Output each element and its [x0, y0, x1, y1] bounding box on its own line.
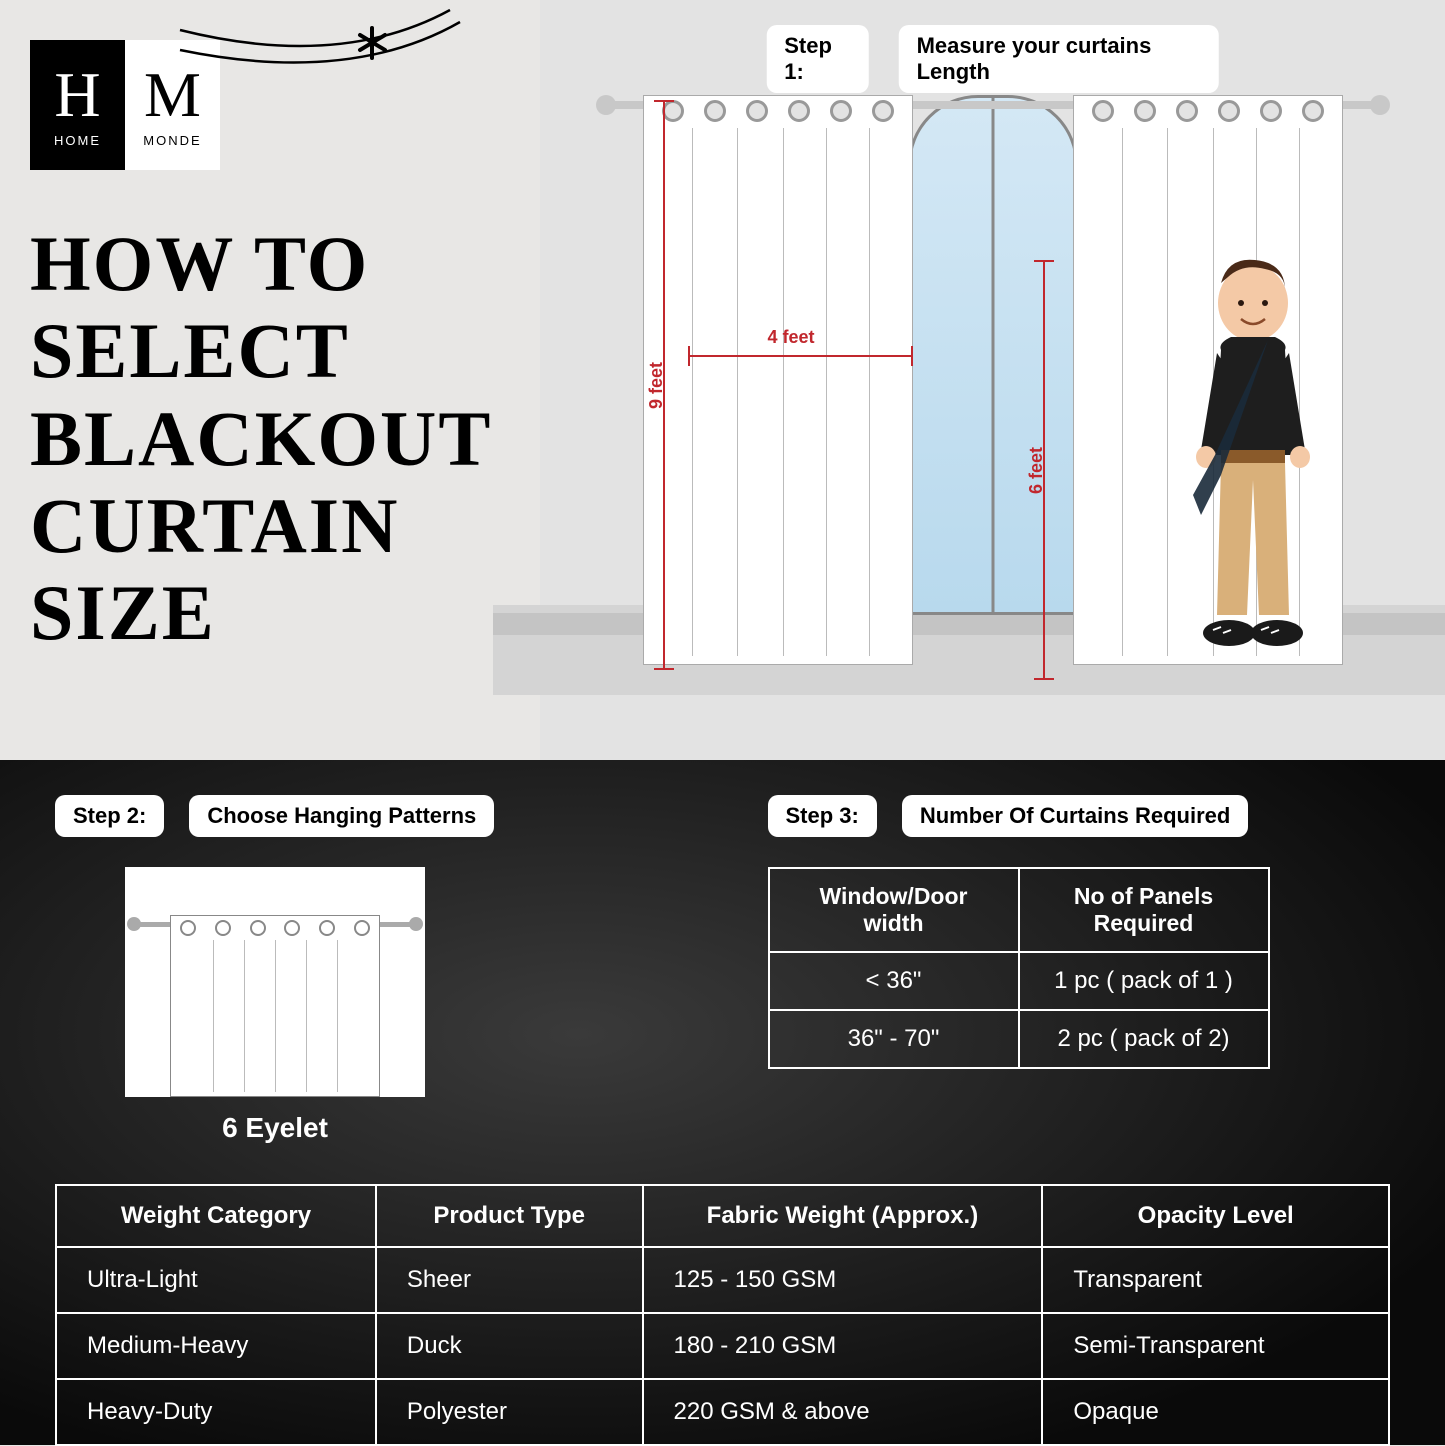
table-row: 36" - 70" 2 pc ( pack of 2)	[769, 1010, 1269, 1068]
fabric-header: Fabric Weight (Approx.)	[643, 1185, 1043, 1247]
content-row: 6 Eyelet Window/Door width No of Panels …	[55, 867, 1390, 1144]
fabric-cell: Polyester	[376, 1379, 643, 1445]
logo-m-letter: M	[144, 63, 201, 127]
fabric-cell: 180 - 210 GSM	[643, 1313, 1043, 1379]
fabric-cell: Transparent	[1042, 1247, 1389, 1313]
fabric-table: Weight Category Product Type Fabric Weig…	[55, 1184, 1390, 1446]
window	[908, 95, 1078, 615]
fabric-header: Opacity Level	[1042, 1185, 1389, 1247]
table-row: Heavy-Duty Polyester 220 GSM & above Opa…	[56, 1379, 1389, 1445]
step3-label: Step 3:	[768, 795, 877, 837]
bottom-section: Step 2: Choose Hanging Patterns Step 3: …	[0, 760, 1445, 1445]
step3-header: Step 3: Number Of Curtains Required	[768, 795, 1391, 837]
step1-text: Measure your curtains Length	[899, 25, 1219, 93]
fabric-cell: Opaque	[1042, 1379, 1389, 1445]
panels-header-count: No of Panels Required	[1019, 868, 1269, 952]
logo-h-panel: H HOME	[30, 40, 125, 170]
panels-cell: 36" - 70"	[769, 1010, 1019, 1068]
title-line: BLACKOUT	[30, 395, 510, 482]
step2-header: Step 2: Choose Hanging Patterns	[55, 795, 678, 837]
fabric-cell: Semi-Transparent	[1042, 1313, 1389, 1379]
logo-h-letter: H	[54, 63, 100, 127]
panels-header-width: Window/Door width	[769, 868, 1019, 952]
table-row: Medium-Heavy Duck 180 - 210 GSM Semi-Tra…	[56, 1313, 1389, 1379]
person-icon	[1173, 255, 1333, 685]
logo-m-sub: MONDE	[143, 133, 201, 148]
dim-4ft	[688, 355, 913, 357]
table-row: Window/Door width No of Panels Required	[769, 868, 1269, 952]
curtain-left	[643, 95, 913, 665]
fabric-cell: 220 GSM & above	[643, 1379, 1043, 1445]
eyelet-caption: 6 Eyelet	[125, 1112, 425, 1144]
curtain-scene: 9 feet 4 feet 6 feet	[643, 95, 1343, 695]
panels-cell: 2 pc ( pack of 2)	[1019, 1010, 1269, 1068]
fabric-cell: Heavy-Duty	[56, 1379, 376, 1445]
main-title: HOW TO SELECT BLACKOUT CURTAIN SIZE	[30, 220, 510, 657]
title-line: CURTAIN	[30, 482, 510, 569]
panels-cell: 1 pc ( pack of 1 )	[1019, 952, 1269, 1010]
swoosh-decoration	[200, 0, 550, 120]
step1-header: Step 1: Measure your curtains Length	[766, 25, 1219, 93]
steps-row: Step 2: Choose Hanging Patterns Step 3: …	[55, 795, 1390, 837]
fabric-cell: Medium-Heavy	[56, 1313, 376, 1379]
left-panel: H HOME M MONDE HOW TO SELECT BLACKOUT CU…	[0, 0, 540, 760]
dim-4ft-label: 4 feet	[768, 327, 815, 348]
eyelet-container: 6 Eyelet	[55, 867, 678, 1144]
fabric-cell: Duck	[376, 1313, 643, 1379]
fabric-header: Weight Category	[56, 1185, 376, 1247]
fabric-cell: Sheer	[376, 1247, 643, 1313]
step2-label: Step 2:	[55, 795, 164, 837]
eyelet-illustration	[125, 867, 425, 1097]
title-line: SIZE	[30, 569, 510, 656]
logo: H HOME M MONDE	[30, 40, 220, 170]
right-panel: Step 1: Measure your curtains Length	[540, 0, 1445, 760]
fabric-cell: Ultra-Light	[56, 1247, 376, 1313]
title-line: HOW TO	[30, 220, 510, 307]
step3-text: Number Of Curtains Required	[902, 795, 1248, 837]
dim-6ft-label: 6 feet	[1026, 447, 1047, 494]
table-row: < 36" 1 pc ( pack of 1 )	[769, 952, 1269, 1010]
dim-9ft-label: 9 feet	[646, 362, 667, 409]
fabric-cell: 125 - 150 GSM	[643, 1247, 1043, 1313]
table-row: Weight Category Product Type Fabric Weig…	[56, 1185, 1389, 1247]
step1-label: Step 1:	[766, 25, 868, 93]
table-row: Ultra-Light Sheer 125 - 150 GSM Transpar…	[56, 1247, 1389, 1313]
step2-text: Choose Hanging Patterns	[189, 795, 494, 837]
panels-table-container: Window/Door width No of Panels Required …	[768, 867, 1391, 1144]
top-section: H HOME M MONDE HOW TO SELECT BLACKOUT CU…	[0, 0, 1445, 760]
title-line: SELECT	[30, 307, 510, 394]
logo-h-sub: HOME	[54, 133, 101, 148]
panels-table: Window/Door width No of Panels Required …	[768, 867, 1270, 1069]
panels-cell: < 36"	[769, 952, 1019, 1010]
fabric-header: Product Type	[376, 1185, 643, 1247]
